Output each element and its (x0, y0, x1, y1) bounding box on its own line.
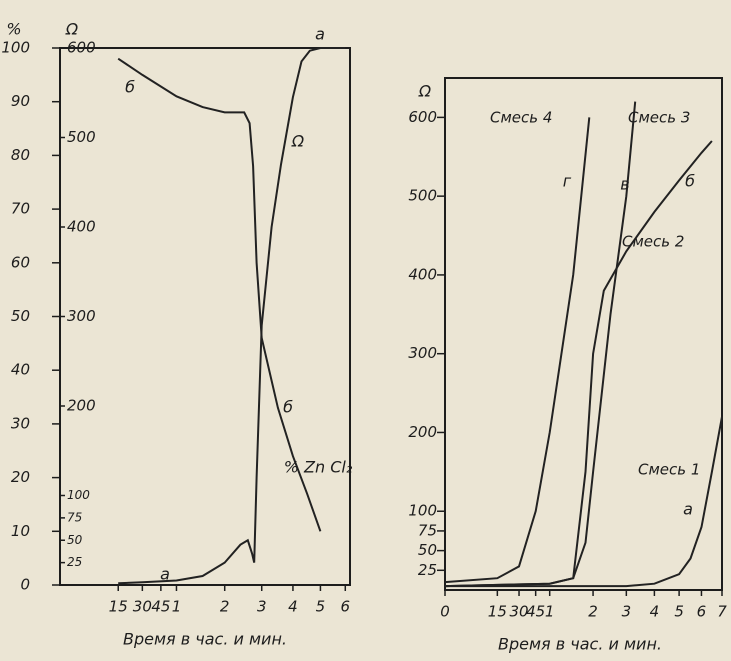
y-tick-label: 25 (418, 561, 437, 579)
y2-tick-label: 600 (67, 39, 96, 57)
y-tick-label: 90 (11, 92, 30, 110)
annotation: б (125, 78, 135, 97)
x-tick-label: 30 (509, 603, 528, 621)
x-tick-label: 4 (650, 603, 660, 621)
annotation: а (160, 565, 170, 584)
series-label: Смесь 1 (638, 461, 700, 479)
y-tick-label: 100 (408, 502, 437, 520)
y-tick-label: 20 (11, 468, 30, 486)
y2-tick-label: 300 (67, 307, 96, 325)
y2-tick-label: 400 (67, 218, 96, 236)
y-axis-label: Ω (418, 82, 432, 101)
y-tick-label: 75 (418, 521, 437, 539)
x-tick-label: 1 (172, 598, 182, 616)
y-tick-label: 10 (11, 522, 30, 540)
annotation: Ω (291, 132, 305, 151)
y-tick-label: 300 (408, 344, 437, 362)
series-label: Смесь 2 (622, 233, 684, 251)
x-tick-label: 6 (697, 603, 707, 621)
line-series (445, 416, 723, 588)
y-tick-label: 40 (11, 361, 30, 379)
annotation: б (283, 398, 293, 417)
x-tick-label: 0 (440, 603, 450, 621)
annotation: б (685, 172, 695, 191)
y-tick-label: 70 (11, 200, 30, 218)
line-series (444, 117, 591, 584)
x-tick-label: 6 (341, 598, 351, 616)
y-tick-label: 200 (408, 423, 437, 441)
y2-axis-label: Ω (65, 20, 79, 39)
annotation: % Zn Cl₂ (284, 458, 353, 477)
x-tick-label: 30 (133, 598, 152, 616)
x-tick-label: 4 (288, 598, 298, 616)
y-tick-label: 600 (408, 108, 437, 126)
x-axis-label: Время в час. и мин. (498, 635, 662, 654)
y-tick-label: 500 (408, 187, 437, 205)
y2-tick-label: 75 (67, 510, 82, 524)
annotation: в (620, 175, 629, 194)
plot-frame (444, 77, 723, 591)
series-label: Смесь 4 (490, 109, 552, 127)
annotation: а (315, 25, 325, 44)
x-tick-label: 3 (622, 603, 632, 621)
y2-tick-label: 500 (67, 128, 96, 146)
x-tick-label: 2 (588, 603, 598, 621)
y-axis-label: % (6, 20, 21, 39)
x-tick-label: 3 (257, 598, 267, 616)
x-tick-label: 15 (109, 598, 128, 616)
y-tick-label: 50 (11, 307, 30, 325)
x-tick-label: 5 (674, 603, 684, 621)
y-tick-label: 50 (418, 541, 437, 559)
x-tick-label: 7 (717, 603, 727, 621)
x-tick-label: 45 (526, 603, 545, 621)
line-series (118, 47, 346, 585)
y2-tick-label: 200 (67, 397, 96, 415)
annotation: а (683, 500, 693, 519)
x-tick-label: 2 (220, 598, 230, 616)
plot-frame (59, 47, 351, 586)
x-tick-label: 1 (545, 603, 555, 621)
x-axis-label: Время в час. и мин. (123, 630, 287, 649)
line-series (444, 101, 637, 588)
x-tick-label: 15 (488, 603, 507, 621)
line-series (117, 57, 322, 532)
x-tick-label: 5 (316, 598, 326, 616)
y2-tick-label: 50 (67, 533, 83, 547)
line-series (444, 140, 713, 588)
y-tick-label: 30 (11, 414, 30, 432)
annotation: г (563, 172, 572, 191)
y-tick-label: 100 (1, 39, 30, 57)
x-tick-label: 45 (151, 598, 170, 616)
y2-tick-label: 25 (67, 555, 82, 569)
y-tick-label: 60 (11, 253, 30, 271)
y-tick-label: 80 (11, 146, 30, 164)
y-tick-label: 400 (408, 265, 437, 283)
y2-tick-label: 100 (67, 488, 90, 502)
y-tick-label: 0 (20, 576, 30, 594)
series-label: Смесь 3 (628, 109, 690, 127)
